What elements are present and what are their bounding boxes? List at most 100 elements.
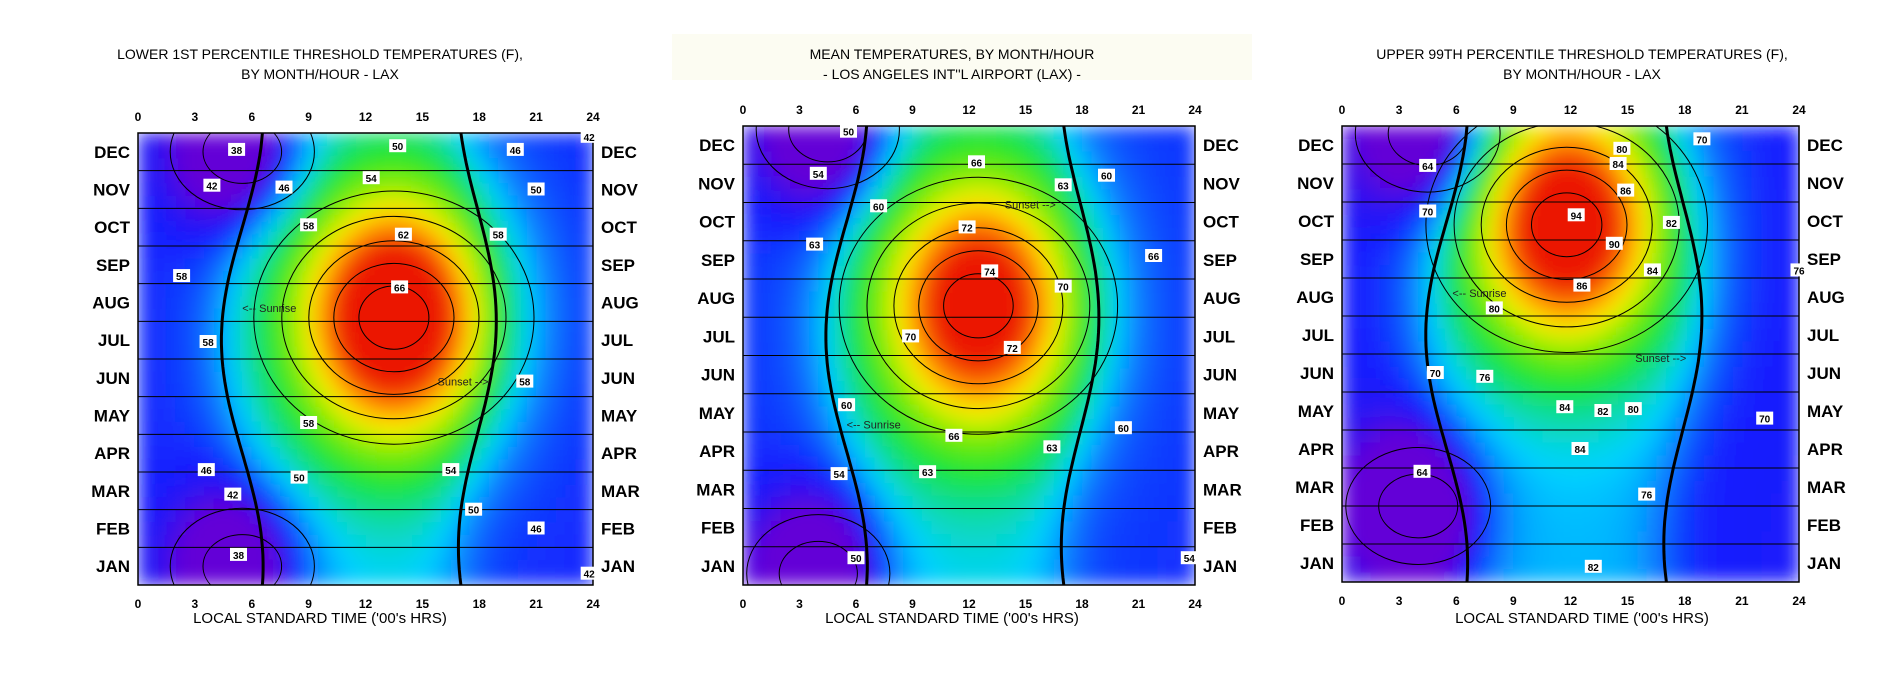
heat-cell xyxy=(1063,164,1074,178)
heat-cell xyxy=(1380,366,1391,380)
heat-cell xyxy=(431,283,442,297)
heat-cell xyxy=(488,509,499,523)
heat-cell xyxy=(1570,544,1581,558)
heat-cell xyxy=(921,317,932,331)
heat-cell xyxy=(555,308,566,322)
heat-cell xyxy=(356,572,367,585)
heat-cell xyxy=(1044,534,1055,548)
heat-cell xyxy=(1589,151,1600,165)
heat-cell xyxy=(959,546,970,561)
heat-cell xyxy=(1053,291,1064,306)
heat-cell xyxy=(251,308,262,322)
heat-cell xyxy=(1532,164,1543,178)
heat-cell xyxy=(460,572,471,585)
heat-cell xyxy=(403,384,414,398)
heat-cell xyxy=(940,368,951,382)
heat-cell xyxy=(827,368,838,382)
heat-cell xyxy=(223,321,234,335)
heat-cell xyxy=(818,432,829,446)
heat-cell xyxy=(185,559,196,574)
heat-cell xyxy=(1580,392,1591,406)
heat-cell xyxy=(280,547,291,561)
heat-cell xyxy=(289,446,300,461)
heat-cell xyxy=(1091,432,1102,446)
heat-cell xyxy=(346,296,357,310)
heat-cell xyxy=(1157,534,1168,548)
heat-cell xyxy=(507,246,518,260)
heat-cell xyxy=(1513,379,1524,393)
heat-cell xyxy=(1446,138,1457,152)
heat-cell xyxy=(1361,214,1372,228)
heat-cell xyxy=(1646,240,1657,254)
heat-cell xyxy=(799,534,810,548)
heat-cell xyxy=(1627,278,1638,292)
heat-cell xyxy=(545,509,556,523)
heat-cell xyxy=(1091,164,1102,178)
heat-cell xyxy=(327,183,338,197)
heat-cell xyxy=(1437,265,1448,279)
heat-cell xyxy=(1475,468,1486,482)
heat-cell xyxy=(1608,442,1619,456)
heat-cell xyxy=(1437,164,1448,178)
contour-label: 63 xyxy=(1058,181,1070,192)
heat-cell xyxy=(1513,556,1524,570)
heat-cell xyxy=(1618,265,1629,279)
heat-cell xyxy=(194,371,205,385)
heat-cell xyxy=(574,283,585,297)
heat-cell xyxy=(903,291,914,306)
heat-cell xyxy=(1599,126,1610,140)
heat-cell xyxy=(289,296,300,310)
heat-cell xyxy=(1503,278,1514,292)
heat-cell xyxy=(1646,290,1657,304)
heat-cell xyxy=(422,559,433,574)
heat-cell xyxy=(479,145,490,159)
heat-cell xyxy=(223,421,234,435)
heat-cell xyxy=(1091,138,1102,153)
heat-cell xyxy=(1513,176,1524,190)
heat-cell xyxy=(1063,240,1074,255)
heat-cell xyxy=(865,151,876,165)
heat-cell xyxy=(261,283,272,297)
heat-cell xyxy=(790,559,801,573)
heat-cell xyxy=(1665,442,1676,456)
heat-cell xyxy=(827,304,838,318)
heat-cell xyxy=(818,495,829,510)
heat-cell xyxy=(790,317,801,331)
heat-cell xyxy=(959,521,970,535)
heat-cell xyxy=(1608,417,1619,431)
heat-cell xyxy=(884,534,895,548)
heat-cell xyxy=(818,330,829,344)
heat-cell xyxy=(761,253,772,267)
heat-cell xyxy=(280,333,291,348)
heat-cell xyxy=(1147,534,1158,548)
heat-cell xyxy=(1418,126,1429,140)
heat-cell xyxy=(1541,468,1553,482)
heat-cell xyxy=(1389,506,1400,520)
heat-cell xyxy=(780,521,791,535)
heat-cell xyxy=(1342,252,1353,266)
heat-cell xyxy=(1418,518,1429,532)
heat-cell xyxy=(1389,176,1400,190)
heat-cell xyxy=(780,330,791,344)
heat-cell xyxy=(1513,480,1524,494)
heat-cell xyxy=(1176,432,1187,446)
heat-cell xyxy=(1570,316,1581,330)
heat-cell xyxy=(1044,164,1055,178)
heat-cell xyxy=(365,409,376,423)
heat-cell xyxy=(564,296,575,310)
heat-cell xyxy=(1532,556,1543,570)
heat-cell xyxy=(1465,354,1476,368)
heat-cell xyxy=(251,459,262,473)
heat-cell xyxy=(1129,444,1140,459)
heat-cell xyxy=(1541,569,1553,582)
heat-cell xyxy=(1091,495,1102,510)
heat-cell xyxy=(346,572,357,585)
heat-cell xyxy=(1129,317,1140,331)
heat-cell xyxy=(555,195,566,209)
heat-cell xyxy=(1185,266,1195,280)
heat-cell xyxy=(1370,202,1381,216)
heat-cell xyxy=(1484,442,1495,456)
heat-cell xyxy=(337,195,348,209)
heat-cell xyxy=(156,133,168,147)
heat-cell xyxy=(884,419,895,433)
